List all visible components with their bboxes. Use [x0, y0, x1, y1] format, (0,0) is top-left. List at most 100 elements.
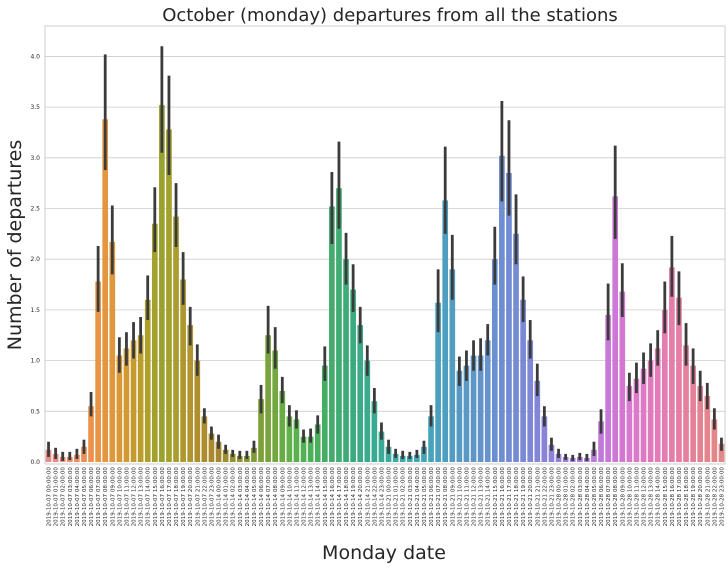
bar — [449, 269, 456, 462]
bar — [116, 355, 123, 462]
bar — [640, 368, 647, 462]
x-tick-label: 2019-10-28 19:00:00 — [691, 467, 697, 527]
bar — [541, 416, 548, 462]
x-tick-label: 2019-10-14 16:00:00 — [330, 467, 336, 527]
bar — [463, 365, 470, 462]
x-tick-label: 2019-10-14 21:00:00 — [365, 467, 371, 527]
bar — [222, 449, 229, 462]
x-tick-label: 2019-10-14 09:00:00 — [280, 467, 286, 527]
bar — [102, 119, 109, 462]
x-tick-label: 2019-10-07 09:00:00 — [110, 467, 116, 527]
x-tick-label: 2019-10-21 22:00:00 — [542, 467, 548, 527]
chart-title: October (monday) departures from all the… — [162, 5, 618, 26]
bar — [279, 391, 286, 462]
x-tick-label: 2019-10-28 09:00:00 — [620, 467, 626, 527]
bar — [435, 302, 441, 462]
x-tick-label: 2019-10-21 02:00:00 — [401, 467, 407, 527]
y-tick-label: 0.0 — [30, 459, 40, 466]
bar — [300, 436, 307, 462]
x-tick-label: 2019-10-28 17:00:00 — [677, 467, 683, 527]
x-tick-label: 2019-10-14 10:00:00 — [287, 467, 293, 527]
x-tick-label: 2019-10-28 07:00:00 — [606, 467, 612, 527]
x-tick-label: 2019-10-14 00:00:00 — [217, 467, 223, 527]
bar — [321, 365, 328, 462]
bar — [428, 416, 434, 462]
x-tick-label: 2019-10-21 18:00:00 — [514, 467, 520, 527]
x-tick-label: 2019-10-14 01:00:00 — [224, 467, 230, 527]
bar — [633, 378, 640, 462]
y-tick-label: 1.0 — [30, 358, 40, 365]
x-tick-label: 2019-10-14 12:00:00 — [302, 467, 308, 527]
bar — [605, 314, 611, 462]
bar — [215, 441, 222, 462]
bar — [683, 345, 689, 462]
bar — [513, 233, 519, 462]
bar — [661, 309, 668, 462]
x-tick-label: 2019-10-21 21:00:00 — [535, 467, 541, 527]
bar — [697, 385, 704, 462]
x-tick-label: 2019-10-21 07:00:00 — [436, 467, 442, 527]
x-tick-label: 2019-10-14 05:00:00 — [252, 467, 258, 527]
bar — [527, 340, 534, 462]
bar — [272, 350, 279, 462]
x-tick-label: 2019-10-07 03:00:00 — [68, 467, 74, 527]
x-tick-label: 2019-10-21 06:00:00 — [429, 467, 435, 527]
bar — [456, 370, 463, 462]
bar — [626, 385, 633, 462]
x-tick-label: 2019-10-14 17:00:00 — [337, 467, 343, 527]
bar — [718, 443, 725, 462]
bar — [293, 419, 300, 462]
x-tick-label: 2019-10-28 11:00:00 — [634, 467, 640, 527]
y-tick-label: 4.0 — [30, 53, 40, 60]
bar — [647, 360, 654, 462]
bar — [109, 241, 116, 462]
bar — [88, 406, 94, 462]
x-tick-label: 2019-10-28 13:00:00 — [649, 467, 655, 527]
bar — [307, 436, 314, 462]
x-tick-label: 2019-10-28 14:00:00 — [656, 467, 662, 527]
x-tick-label: 2019-10-28 16:00:00 — [670, 467, 676, 527]
x-tick-label: 2019-10-07 21:00:00 — [195, 467, 201, 527]
x-axis-label: Monday date — [322, 542, 446, 564]
bar — [612, 196, 619, 463]
x-tick-label: 2019-10-28 08:00:00 — [613, 467, 619, 527]
y-tick-label: 1.5 — [30, 307, 40, 314]
x-tick-label: 2019-10-07 15:00:00 — [153, 467, 159, 527]
x-tick-label: 2019-10-21 15:00:00 — [493, 467, 499, 527]
x-tick-label: 2019-10-07 20:00:00 — [188, 467, 194, 527]
x-tick-label: 2019-10-21 03:00:00 — [408, 467, 414, 527]
bar — [314, 424, 321, 462]
bar — [506, 173, 512, 462]
bar — [173, 216, 179, 462]
x-tick-label: 2019-10-14 07:00:00 — [266, 467, 272, 527]
bar — [711, 419, 718, 462]
x-tick-label: 2019-10-07 08:00:00 — [103, 467, 109, 527]
bar — [151, 223, 158, 462]
x-tick-label: 2019-10-28 12:00:00 — [642, 467, 648, 527]
bar — [336, 188, 342, 463]
x-tick-label: 2019-10-07 23:00:00 — [209, 467, 215, 527]
bar — [208, 433, 215, 462]
x-tick-label: 2019-10-07 05:00:00 — [82, 467, 88, 527]
bar — [329, 206, 335, 462]
bar — [357, 325, 364, 462]
bar — [201, 416, 208, 462]
x-tick-label: 2019-10-28 02:00:00 — [571, 467, 577, 527]
x-tick-label: 2019-10-28 03:00:00 — [578, 467, 584, 527]
bar — [414, 454, 420, 462]
bar — [187, 325, 194, 462]
x-tick-label: 2019-10-07 12:00:00 — [132, 467, 138, 527]
x-tick-label: 2019-10-14 15:00:00 — [323, 467, 329, 527]
x-tick-label: 2019-10-07 14:00:00 — [146, 467, 152, 527]
bar — [137, 335, 144, 462]
x-tick-label: 2019-10-28 15:00:00 — [663, 467, 669, 527]
bar — [229, 453, 236, 462]
bar — [669, 267, 675, 462]
bar — [130, 340, 137, 462]
x-tick-label: 2019-10-07 01:00:00 — [54, 467, 60, 527]
bar — [499, 155, 505, 462]
x-tick-label: 2019-10-07 19:00:00 — [181, 467, 187, 527]
bar — [123, 348, 130, 462]
x-tick-label: 2019-10-21 20:00:00 — [528, 467, 534, 527]
